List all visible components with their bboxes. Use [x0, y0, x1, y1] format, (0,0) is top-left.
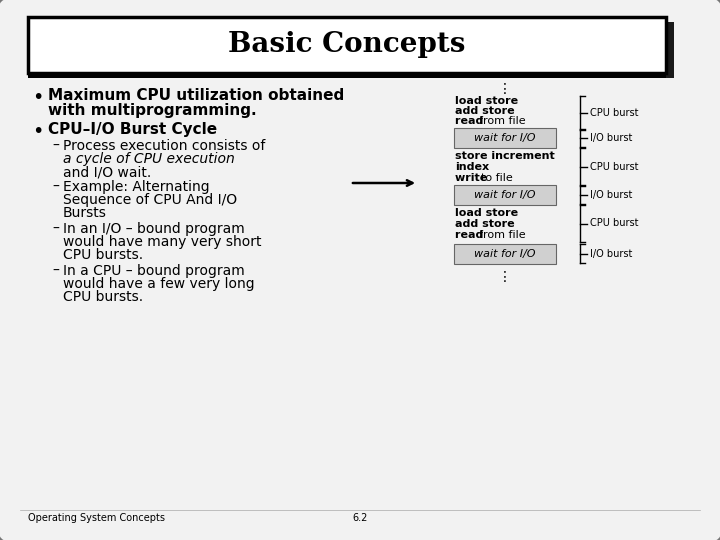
Text: CPU burst: CPU burst [590, 108, 639, 118]
Text: –: – [52, 139, 59, 153]
Text: read: read [455, 230, 487, 240]
Text: •: • [32, 88, 43, 107]
Text: read: read [455, 116, 487, 126]
Text: CPU–I/O Burst Cycle: CPU–I/O Burst Cycle [48, 122, 217, 137]
Text: CPU bursts.: CPU bursts. [63, 290, 143, 304]
Text: write: write [455, 173, 491, 183]
FancyBboxPatch shape [36, 22, 674, 78]
Text: ⋮: ⋮ [498, 270, 512, 284]
FancyBboxPatch shape [454, 244, 556, 264]
Text: –: – [52, 180, 59, 194]
Text: load store: load store [455, 96, 518, 106]
Text: a cycle of CPU execution: a cycle of CPU execution [63, 152, 235, 166]
Text: Operating System Concepts: Operating System Concepts [28, 513, 165, 523]
Text: from file: from file [479, 230, 526, 240]
Text: Bursts: Bursts [63, 206, 107, 220]
Text: index: index [455, 162, 489, 172]
Text: I/O burst: I/O burst [590, 190, 632, 200]
Text: wait for I/O: wait for I/O [474, 249, 536, 259]
Text: Sequence of CPU And I/O: Sequence of CPU And I/O [63, 193, 237, 207]
FancyBboxPatch shape [454, 185, 556, 205]
FancyBboxPatch shape [454, 128, 556, 148]
Text: •: • [32, 122, 43, 141]
FancyBboxPatch shape [28, 17, 666, 73]
Text: –: – [52, 222, 59, 236]
Text: Example: Alternating: Example: Alternating [63, 180, 210, 194]
Text: CPU burst: CPU burst [590, 161, 639, 172]
Text: I/O burst: I/O burst [590, 133, 632, 143]
Text: to file: to file [481, 173, 513, 183]
Text: In an I/O – bound program: In an I/O – bound program [63, 222, 245, 236]
Text: Maximum CPU utilization obtained: Maximum CPU utilization obtained [48, 88, 344, 103]
Text: Basic Concepts: Basic Concepts [228, 31, 466, 58]
Text: 6.2: 6.2 [352, 513, 368, 523]
FancyBboxPatch shape [28, 72, 666, 78]
Text: would have a few very long: would have a few very long [63, 277, 255, 291]
Text: ⋮: ⋮ [498, 82, 512, 96]
Text: –: – [52, 264, 59, 278]
Text: CPU bursts.: CPU bursts. [63, 248, 143, 262]
Text: In a CPU – bound program: In a CPU – bound program [63, 264, 245, 278]
Text: I/O burst: I/O burst [590, 248, 632, 259]
Text: add store: add store [455, 106, 515, 116]
Text: with multiprogramming.: with multiprogramming. [48, 103, 256, 118]
Text: wait for I/O: wait for I/O [474, 190, 536, 200]
Text: load store: load store [455, 208, 518, 218]
Text: store increment: store increment [455, 151, 554, 161]
Text: wait for I/O: wait for I/O [474, 133, 536, 143]
Text: Process execution consists of: Process execution consists of [63, 139, 266, 153]
Text: add store: add store [455, 219, 515, 229]
Text: would have many very short: would have many very short [63, 235, 261, 249]
Text: and I/O wait.: and I/O wait. [63, 165, 151, 179]
Text: CPU burst: CPU burst [590, 219, 639, 228]
Text: from file: from file [479, 116, 526, 126]
